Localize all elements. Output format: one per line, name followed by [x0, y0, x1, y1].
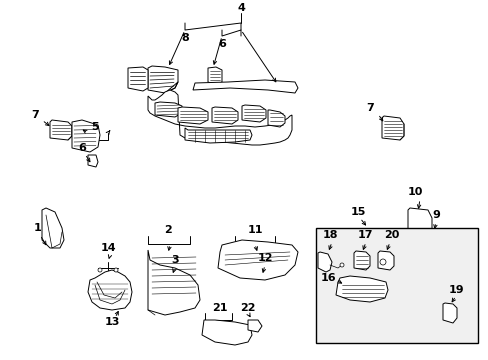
Bar [315, 228, 477, 343]
Circle shape [98, 268, 102, 272]
Text: 17: 17 [357, 230, 372, 240]
Polygon shape [317, 252, 331, 272]
Text: 18: 18 [322, 230, 337, 240]
Circle shape [114, 268, 118, 272]
Polygon shape [42, 208, 64, 248]
Polygon shape [88, 155, 98, 167]
Polygon shape [148, 90, 291, 145]
Text: 11: 11 [247, 225, 262, 235]
Text: 20: 20 [384, 230, 399, 240]
Polygon shape [218, 240, 297, 280]
Text: 5: 5 [91, 122, 99, 132]
Polygon shape [88, 270, 132, 310]
Text: 19: 19 [447, 285, 463, 295]
Text: 13: 13 [104, 317, 120, 327]
Text: 15: 15 [349, 207, 365, 217]
Polygon shape [148, 66, 178, 93]
Polygon shape [207, 67, 222, 85]
Polygon shape [381, 116, 403, 140]
Polygon shape [247, 320, 262, 332]
Text: 9: 9 [431, 210, 439, 220]
Polygon shape [442, 303, 456, 323]
Polygon shape [155, 102, 182, 117]
Polygon shape [193, 80, 297, 93]
Polygon shape [242, 105, 265, 122]
Text: 14: 14 [100, 243, 116, 253]
Text: 1: 1 [34, 223, 42, 233]
Polygon shape [417, 232, 441, 263]
Text: 6: 6 [78, 143, 86, 153]
Polygon shape [335, 276, 387, 302]
Polygon shape [50, 120, 72, 140]
Text: 21: 21 [212, 303, 227, 313]
Polygon shape [377, 251, 393, 270]
Text: 22: 22 [240, 303, 255, 313]
Polygon shape [202, 320, 251, 345]
Text: 10: 10 [407, 187, 422, 197]
Polygon shape [72, 120, 100, 152]
Text: 12: 12 [257, 253, 272, 263]
Circle shape [339, 263, 343, 267]
Polygon shape [212, 107, 238, 124]
Polygon shape [407, 208, 431, 243]
Text: 16: 16 [320, 273, 335, 283]
Circle shape [379, 259, 385, 265]
Polygon shape [128, 67, 148, 91]
Text: 7: 7 [31, 110, 39, 120]
Polygon shape [184, 128, 251, 143]
Polygon shape [267, 110, 285, 127]
Text: 3: 3 [171, 255, 179, 265]
Polygon shape [148, 250, 200, 315]
Text: 7: 7 [366, 103, 373, 113]
Text: 4: 4 [237, 3, 244, 13]
Text: 2: 2 [164, 225, 171, 235]
Text: 6: 6 [218, 39, 225, 49]
Polygon shape [178, 107, 207, 124]
Polygon shape [353, 251, 369, 270]
Text: 8: 8 [181, 33, 188, 43]
